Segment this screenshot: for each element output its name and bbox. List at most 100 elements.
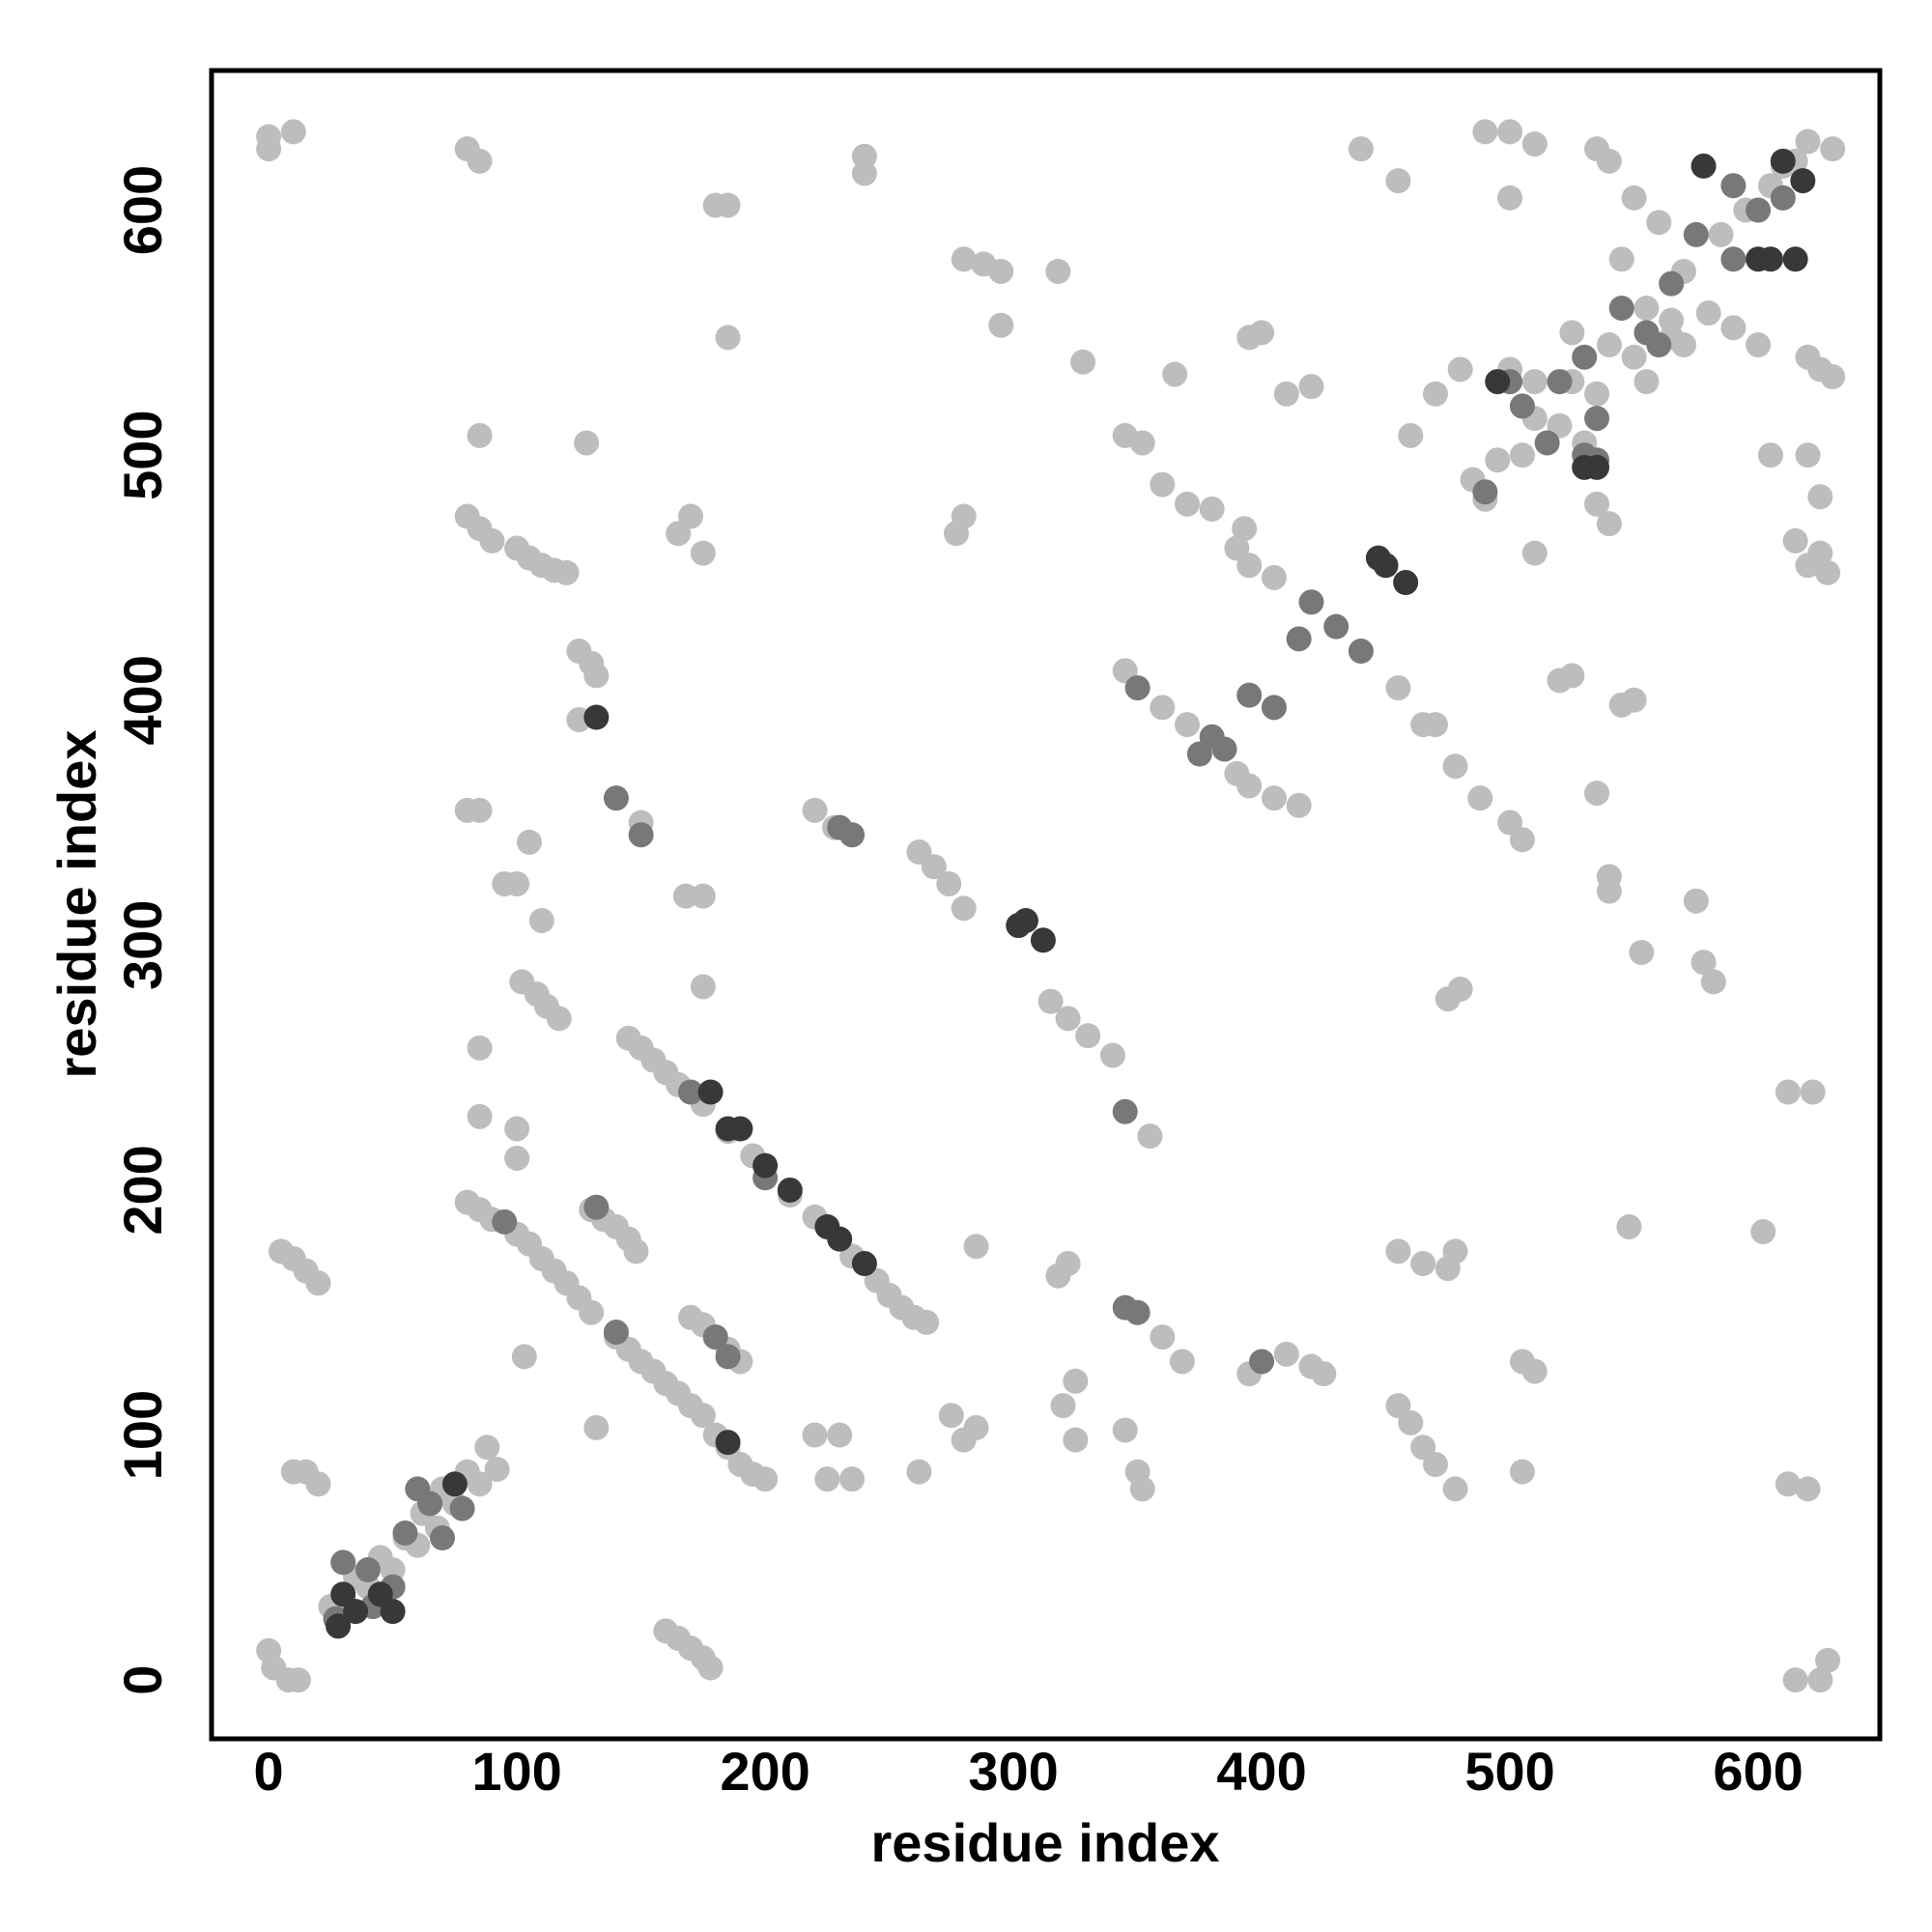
point [1075,1023,1101,1049]
plot-area [256,119,1846,1693]
point [1063,1368,1089,1394]
point [1782,1667,1808,1693]
point [355,1557,381,1583]
point [1422,381,1448,407]
point [1757,442,1783,469]
point [330,1581,356,1607]
point [1521,131,1548,157]
point [1037,988,1064,1014]
point [1509,1459,1535,1485]
point [715,1344,741,1370]
point [851,160,877,186]
point [697,1079,724,1105]
y-tick-label: 600 [112,165,173,255]
point [1757,246,1783,272]
point [1509,442,1535,469]
point [1472,479,1498,505]
point [1169,1349,1195,1375]
point [814,1466,840,1492]
point [1634,295,1660,321]
y-tick-label: 400 [112,655,173,745]
point [1398,422,1424,448]
y-axis-label: residue index [46,729,107,1078]
point [392,1520,418,1546]
point [690,540,716,566]
point [1584,454,1610,480]
y-tick-label: 0 [112,1665,173,1695]
x-tick-label: 400 [1216,1741,1306,1802]
point [1509,393,1535,419]
point [1629,939,1655,965]
point [603,1320,629,1346]
point [1199,496,1225,522]
point [1572,344,1598,370]
point [1782,527,1808,554]
point [1030,927,1056,953]
point [1596,332,1622,358]
point [1393,570,1419,596]
point [1790,168,1816,194]
point [330,1549,356,1576]
point [1559,320,1585,346]
point [474,1435,500,1461]
point [1236,553,1263,579]
point [285,1667,311,1693]
point [1646,210,1672,236]
point [1286,792,1312,818]
point [936,870,962,896]
point [1775,1079,1801,1105]
point [1621,185,1647,211]
point [1467,785,1493,811]
point [1150,471,1176,497]
point [1273,1341,1299,1367]
point [1099,1042,1125,1068]
y-tick-label: 300 [112,900,173,990]
point [1509,827,1535,853]
point [1261,564,1287,590]
point [326,1613,352,1639]
point [1596,878,1622,904]
point [511,1344,537,1370]
point [715,1430,741,1456]
point [951,895,977,922]
point [1150,695,1176,721]
point [1112,1098,1138,1124]
point [1211,736,1237,762]
point [405,1476,431,1502]
point [1596,148,1622,174]
point [666,521,692,547]
point [697,1655,724,1681]
point [1807,356,1833,383]
point [1547,369,1573,395]
point [1070,349,1096,375]
point [1795,553,1821,579]
point [1050,1393,1076,1419]
point [467,1103,493,1129]
point [1559,663,1585,689]
point [702,1324,728,1350]
x-tick-label: 300 [968,1741,1058,1802]
point [1608,295,1634,321]
point [1385,1238,1411,1264]
point [1621,344,1647,370]
point [1373,553,1399,579]
point [1770,148,1796,174]
point [467,422,493,448]
point [583,704,610,730]
point [1521,540,1548,566]
point [1261,785,1287,811]
point [753,1466,779,1492]
point [802,1422,828,1448]
point [1795,442,1821,469]
point [1236,325,1263,351]
point [1497,119,1523,145]
point [1621,687,1647,713]
point [1129,1476,1155,1502]
point [690,974,716,1000]
point [1442,753,1468,780]
point [1385,168,1411,194]
point [1690,153,1717,179]
point [914,1309,940,1335]
point [1150,1324,1176,1350]
x-tick-label: 0 [254,1741,284,1802]
